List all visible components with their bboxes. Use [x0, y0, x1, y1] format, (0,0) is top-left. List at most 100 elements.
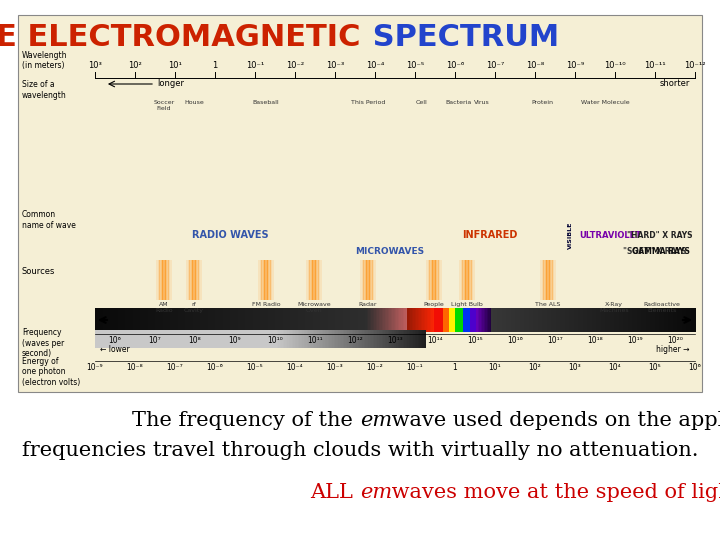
Bar: [389, 308, 391, 332]
Bar: [365, 330, 367, 348]
Bar: [671, 308, 673, 332]
Bar: [383, 330, 385, 348]
Text: em: em: [360, 483, 392, 502]
Bar: [163, 260, 166, 300]
Bar: [204, 308, 207, 332]
Bar: [348, 330, 351, 348]
Bar: [256, 330, 258, 348]
Text: 10¹⁷: 10¹⁷: [547, 336, 563, 345]
Bar: [294, 330, 297, 348]
Bar: [329, 308, 331, 332]
Text: Radar: Radar: [359, 302, 377, 307]
Bar: [582, 308, 585, 332]
Bar: [271, 330, 272, 348]
Bar: [359, 308, 361, 332]
Bar: [509, 308, 511, 332]
Bar: [302, 330, 304, 348]
Bar: [289, 330, 290, 348]
Bar: [441, 260, 443, 300]
Bar: [362, 260, 364, 300]
Bar: [545, 260, 546, 300]
Bar: [314, 330, 316, 348]
Bar: [556, 308, 557, 332]
Bar: [423, 330, 426, 348]
Bar: [397, 330, 398, 348]
Bar: [404, 308, 406, 332]
Bar: [570, 308, 572, 332]
Bar: [150, 330, 153, 348]
Bar: [641, 308, 643, 332]
Text: 10⁻¹: 10⁻¹: [407, 363, 423, 372]
Text: Light Bulb: Light Bulb: [451, 302, 483, 307]
Bar: [408, 308, 410, 332]
Bar: [202, 330, 204, 348]
Bar: [268, 330, 269, 348]
Bar: [356, 330, 358, 348]
Bar: [171, 330, 174, 348]
Text: 10⁻²: 10⁻²: [286, 61, 304, 70]
Bar: [227, 308, 229, 332]
Bar: [359, 260, 361, 300]
Bar: [407, 330, 409, 348]
Bar: [158, 330, 160, 348]
Bar: [657, 308, 660, 332]
Bar: [233, 308, 235, 332]
Text: "HARD" X RAYS: "HARD" X RAYS: [627, 231, 693, 240]
Bar: [347, 330, 349, 348]
Bar: [278, 330, 280, 348]
Bar: [238, 308, 240, 332]
Bar: [336, 308, 338, 332]
Bar: [269, 260, 271, 300]
Bar: [372, 330, 374, 348]
Bar: [186, 260, 189, 300]
Bar: [95, 308, 97, 332]
Bar: [415, 330, 416, 348]
Bar: [480, 308, 482, 332]
Bar: [461, 260, 463, 300]
Bar: [458, 260, 460, 300]
Bar: [356, 308, 358, 332]
Bar: [398, 308, 400, 332]
Bar: [620, 308, 622, 332]
Bar: [350, 308, 352, 332]
Bar: [194, 308, 196, 332]
Bar: [184, 330, 186, 348]
Bar: [104, 330, 106, 348]
Bar: [107, 330, 109, 348]
Bar: [101, 330, 103, 348]
Bar: [441, 308, 444, 332]
Bar: [109, 308, 110, 332]
Bar: [636, 308, 639, 332]
Bar: [344, 330, 346, 348]
Bar: [590, 308, 592, 332]
Text: Water Molecule: Water Molecule: [581, 100, 629, 105]
Bar: [631, 308, 632, 332]
Bar: [117, 330, 120, 348]
Bar: [209, 308, 211, 332]
Bar: [656, 308, 658, 332]
Bar: [413, 308, 415, 332]
Bar: [466, 308, 467, 332]
Bar: [575, 308, 577, 332]
Bar: [310, 330, 312, 348]
Bar: [336, 330, 338, 348]
Bar: [578, 308, 580, 332]
Bar: [675, 308, 678, 332]
Bar: [222, 308, 225, 332]
Bar: [269, 308, 271, 332]
Bar: [104, 308, 106, 332]
Bar: [567, 308, 570, 332]
Bar: [166, 308, 168, 332]
Bar: [395, 330, 397, 348]
Bar: [433, 260, 436, 300]
Bar: [693, 308, 696, 332]
Bar: [491, 308, 493, 332]
Bar: [282, 308, 284, 332]
Bar: [140, 308, 142, 332]
Bar: [530, 308, 532, 332]
Bar: [158, 308, 160, 332]
Bar: [257, 308, 259, 332]
Bar: [239, 330, 241, 348]
Bar: [365, 260, 366, 300]
Bar: [312, 260, 314, 300]
